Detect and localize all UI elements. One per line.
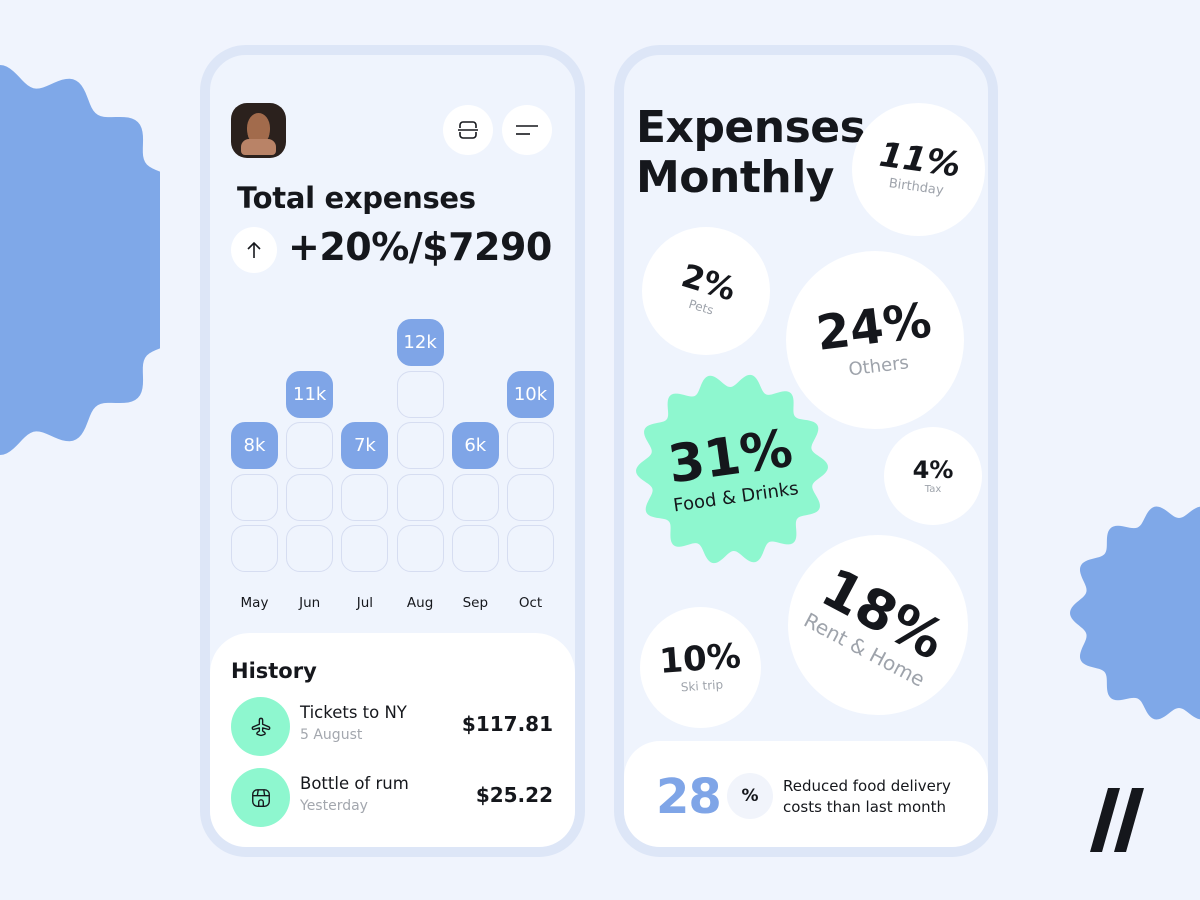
avatar[interactable] [231, 103, 286, 158]
bar-value-oct[interactable]: 10k [507, 370, 554, 418]
phone-total-expenses: Total expenses +20%/$7290 8k May 11k Jun 7k J… [200, 45, 585, 857]
chart-grid-cell [507, 473, 554, 521]
chart-grid-cell [507, 422, 554, 469]
month-label: Aug [406, 595, 434, 611]
phone-expenses-monthly: Expenses Monthly 11% Birthday 2% Pets 24… [614, 45, 998, 857]
chart-grid-cell [341, 473, 389, 521]
category-bubble-pets[interactable]: 2% Pets [642, 227, 770, 355]
chart-grid-cell [286, 525, 334, 572]
bar-value-jun[interactable]: 11k [286, 370, 334, 418]
category-bubble-rent-home[interactable]: 18% Rent & Home [788, 535, 968, 715]
bar-value-may[interactable]: 8k [231, 422, 278, 469]
month-label: Jul [356, 595, 374, 611]
summary-number: 28 [656, 769, 722, 825]
month-label: Oct [518, 595, 543, 611]
history-item[interactable]: Tickets to NY 5 August $117.81 [231, 697, 556, 756]
chart-grid-cell [451, 473, 499, 521]
summary-text: Reduced food delivery costs than last mo… [783, 777, 951, 816]
menu-button[interactable] [502, 105, 552, 155]
chart-grid-cell [231, 473, 278, 521]
history-item-date: 5 August [300, 727, 363, 743]
store-icon [251, 788, 270, 807]
total-expenses-title: Total expenses [237, 181, 476, 215]
trend-indicator [231, 227, 277, 273]
menu-icon [516, 125, 538, 135]
airplane-icon [251, 717, 270, 736]
total-expenses-value: +20%/$7290 [288, 225, 552, 269]
history-title: History [231, 659, 317, 683]
chart-grid-cell [396, 473, 444, 521]
bar-value-jul[interactable]: 7k [341, 422, 389, 469]
history-item-name: Tickets to NY [300, 703, 407, 722]
category-bubble-tax[interactable]: 4% Tax [884, 427, 982, 525]
history-item-icon [231, 768, 290, 827]
expenses-monthly-title: Expenses Monthly [636, 102, 866, 203]
month-label: May [240, 595, 269, 611]
chart-grid-cell [286, 473, 334, 521]
category-bubble-food-drinks[interactable]: 31% Food & Drinks [664, 418, 800, 516]
chart-grid-cell [396, 525, 444, 572]
history-item[interactable]: Bottle of rum Yesterday $25.22 [231, 768, 556, 827]
chart-grid-cell [396, 370, 444, 418]
scan-button[interactable] [443, 105, 493, 155]
food-drinks-badge-shape [636, 374, 828, 564]
history-item-amount: $117.81 [461, 712, 553, 736]
chart-grid-cell [451, 525, 499, 572]
bar-value-aug[interactable]: 12k [396, 319, 444, 366]
history-item-amount: $25.22 [475, 783, 553, 807]
decorative-scallop-right [1070, 506, 1200, 720]
arrow-up-icon [247, 241, 261, 258]
history-item-icon [231, 697, 290, 756]
scan-icon [458, 121, 478, 139]
category-bubble-birthday[interactable]: 11% Birthday [852, 103, 985, 236]
category-bubble-ski-trip[interactable]: 10% Ski trip [640, 607, 761, 728]
month-label: Jun [299, 595, 321, 611]
summary-card [624, 741, 988, 847]
month-label: Sep [462, 595, 489, 611]
chart-grid-cell [507, 525, 554, 572]
chart-grid-cell [341, 525, 389, 572]
chart-grid-cell [231, 525, 278, 572]
history-item-name: Bottle of rum [300, 774, 409, 793]
decorative-scallop-left [0, 65, 160, 455]
percent-badge: % [727, 773, 773, 819]
history-item-date: Yesterday [300, 798, 368, 814]
bar-value-sep[interactable]: 6k [451, 422, 499, 469]
monthly-bar-chart: 8k May 11k Jun 7k Jul 12k Aug 6k Sep 10k Oct [231, 319, 555, 611]
category-bubble-others[interactable]: 24% Others [786, 251, 964, 429]
chart-grid-cell [396, 422, 444, 469]
chart-grid-cell [286, 422, 334, 469]
brand-logo-icon [1090, 788, 1144, 852]
